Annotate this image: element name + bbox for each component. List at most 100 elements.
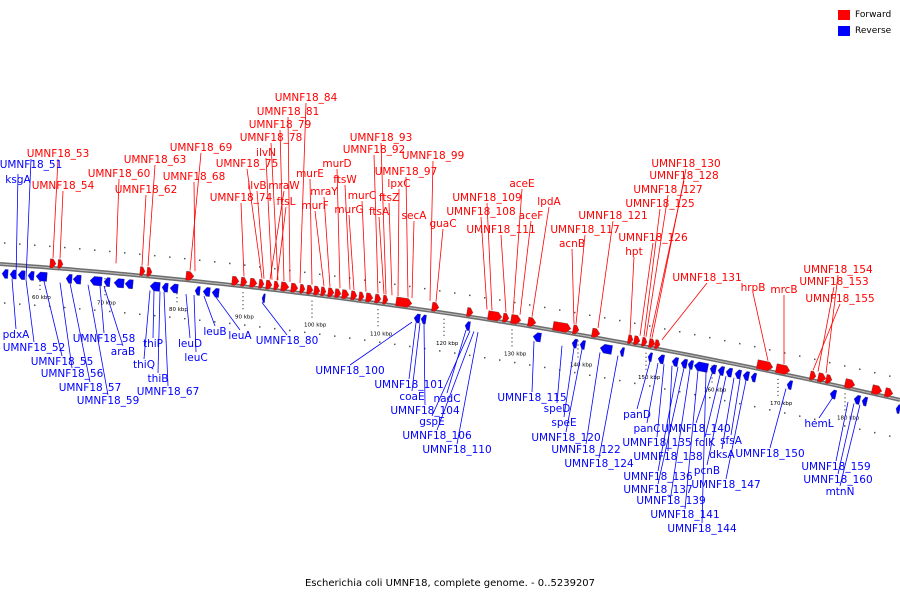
- lower-guide-dot: [139, 313, 141, 315]
- forward-gene-arrow: [139, 266, 146, 276]
- gene-leader-line: [835, 401, 849, 462]
- gene-leader-line: [309, 178, 313, 285]
- gene-leader-line: [348, 214, 355, 291]
- upper-guide-dot: [394, 283, 396, 286]
- gene-label: UMNF18_99: [402, 150, 465, 162]
- gene-leader-line: [185, 294, 191, 339]
- lower-guide-dot: [289, 329, 291, 332]
- kbp-tick-label: 90 kbp: [235, 314, 254, 320]
- lower-guide-dot: [859, 428, 861, 430]
- upper-guide-dot: [469, 294, 471, 297]
- backbone-highlight: [0, 263, 900, 401]
- forward-gene-arrow: [306, 284, 314, 295]
- upper-guide-dot: [499, 299, 501, 301]
- reverse-legend-swatch: [838, 26, 850, 36]
- gene-label: UMNF18_154: [803, 264, 873, 276]
- gene-leader-line: [575, 234, 586, 325]
- gene-leader-line: [661, 282, 708, 341]
- lower-guide-dot: [874, 431, 876, 434]
- gene-label: UMNF18_55: [31, 356, 94, 368]
- kbp-tick-label: 60 kbp: [32, 295, 51, 301]
- forward-gene-arrow: [431, 301, 440, 312]
- gene-leader-line: [336, 168, 341, 289]
- reverse-gene-arrow: [420, 314, 427, 325]
- kbp-tick-label: 170 kbp: [770, 401, 793, 407]
- upper-guide-dot: [304, 271, 306, 274]
- forward-gene-arrow: [341, 289, 350, 300]
- gene-leader-line: [314, 210, 325, 287]
- gene-label: UMNF18_139: [636, 495, 705, 507]
- gene-label: UMNF18_84: [275, 92, 338, 104]
- genome-caption: Escherichia coli UMNF18, complete genome…: [304, 578, 596, 589]
- gene-leader-line: [299, 102, 307, 284]
- upper-guide-dot: [169, 256, 171, 258]
- lower-guide-dot: [844, 425, 846, 427]
- upper-guide-dot: [769, 349, 771, 351]
- gene-leader-line: [256, 190, 265, 279]
- reverse-gene-arrow: [149, 281, 161, 292]
- gene-label: UMNF18_138: [633, 451, 702, 463]
- gene-leader-line: [11, 278, 17, 330]
- gene-label: UMNF18_52: [3, 342, 66, 354]
- gene-leader-line: [721, 377, 735, 450]
- gene-leader-line: [152, 290, 155, 339]
- gene-leader-line: [639, 242, 654, 336]
- gene-label: mraW: [268, 180, 300, 192]
- upper-guide-dot: [439, 290, 441, 292]
- forward-gene-arrow: [334, 288, 342, 299]
- gene-label: aceE: [509, 178, 534, 190]
- gene-label: araB: [111, 346, 135, 358]
- gene-label: UMNF18_160: [803, 474, 872, 486]
- gene-leader-line: [193, 181, 196, 272]
- lower-guide-dot: [454, 352, 456, 354]
- forward-gene-arrow: [870, 384, 883, 395]
- upper-guide-dot: [889, 375, 891, 377]
- reverse-gene-arrow: [194, 286, 201, 296]
- reverse-gene-arrow: [72, 274, 82, 285]
- reverse-gene-arrow: [829, 389, 838, 400]
- forward-gene-arrow: [249, 277, 258, 288]
- lower-guide-dot: [499, 359, 501, 361]
- gene-leader-line: [649, 180, 685, 338]
- forward-gene-arrow: [466, 307, 474, 317]
- gene-label: sfsA: [720, 435, 743, 447]
- forward-gene-arrow: [273, 280, 280, 291]
- reverse-gene-arrow: [17, 270, 26, 280]
- upper-guide-dot: [199, 259, 201, 261]
- gene-leader-line: [730, 379, 741, 436]
- gene-leader-line: [261, 302, 288, 336]
- gene-leader-line: [598, 355, 619, 459]
- reverse-gene-arrow: [717, 366, 726, 376]
- gene-leader-line: [59, 282, 73, 369]
- gene-leader-line: [752, 292, 769, 361]
- reverse-gene-arrow: [261, 293, 266, 304]
- upper-guide-dot: [859, 368, 861, 370]
- gene-label: UMNF18_58: [73, 333, 136, 345]
- forward-gene-arrow: [633, 335, 641, 346]
- gene-label: UMNF18_53: [27, 148, 90, 160]
- gene-leader-line: [531, 341, 535, 393]
- forward-gene-arrow: [49, 258, 57, 269]
- upper-guide-dot: [574, 311, 576, 314]
- gene-label: secA: [402, 210, 428, 222]
- lower-guide-dot: [109, 310, 111, 313]
- gene-leader-line: [276, 206, 287, 281]
- gene-leader-line: [645, 194, 669, 337]
- lower-guide-dot: [754, 405, 756, 408]
- gene-label: aceF: [519, 210, 544, 222]
- gene-label: UMNF18_62: [115, 184, 178, 196]
- gene-leader-line: [657, 367, 685, 485]
- gene-leader-line: [436, 331, 475, 431]
- forward-gene-arrow: [299, 283, 306, 294]
- lower-guide-dot: [304, 331, 306, 334]
- gene-leader-line: [643, 208, 661, 337]
- gene-label: UMNF18_60: [88, 168, 151, 180]
- forward-gene-arrow: [185, 270, 195, 281]
- forward-gene-arrow: [641, 336, 648, 347]
- reverse-gene-arrow: [647, 352, 653, 362]
- kbp-tick-label: 140 kbp: [570, 363, 593, 369]
- gene-label: speE: [551, 417, 576, 429]
- gene-leader-line: [531, 206, 550, 317]
- forward-gene-arrow: [57, 259, 64, 269]
- forward-gene-arrow: [382, 294, 389, 305]
